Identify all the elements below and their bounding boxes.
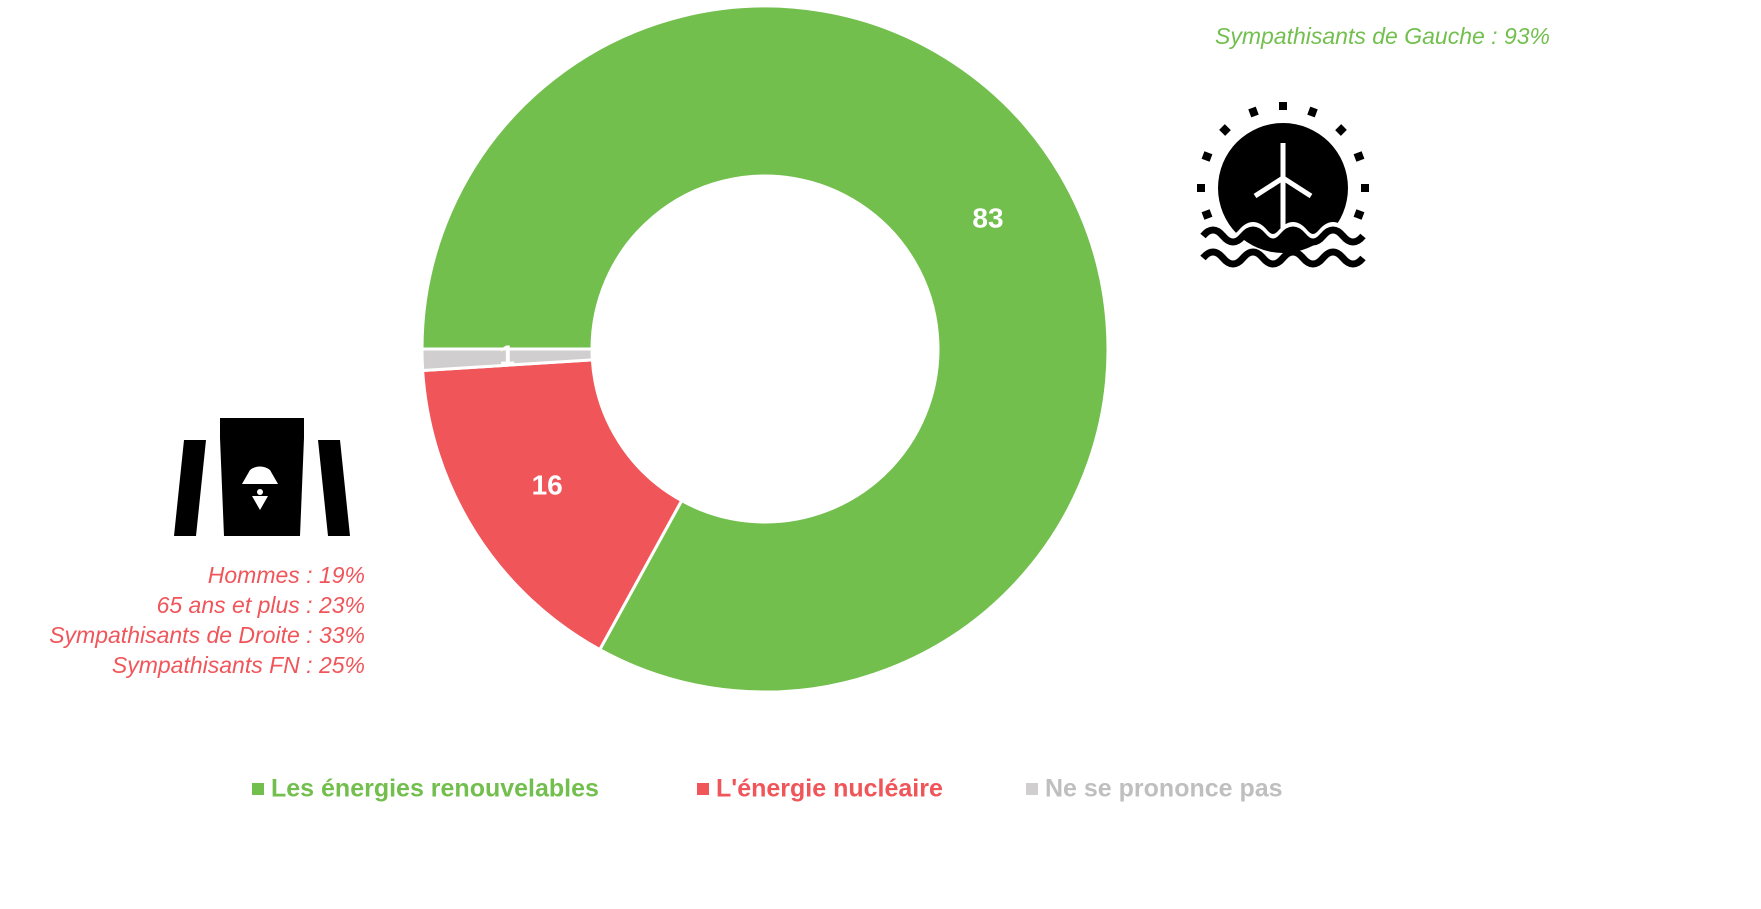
- legend-swatch: [697, 783, 709, 795]
- legend-swatch: [1026, 783, 1038, 795]
- data-label: 83: [972, 202, 1003, 233]
- donut-slice: [421, 358, 684, 652]
- annotation: 65 ans et plus : 23%: [157, 592, 365, 618]
- legend-label: Les énergies renouvelables: [271, 775, 599, 803]
- legend-label: L'énergie nucléaire: [716, 775, 943, 803]
- data-label: 1: [499, 339, 515, 370]
- data-label: 16: [532, 470, 563, 501]
- annotation: Hommes : 19%: [208, 562, 365, 588]
- nuclear-icon: [174, 418, 350, 536]
- wind-icon: [1197, 102, 1369, 268]
- legend-label: Ne se prononce pas: [1045, 775, 1283, 803]
- donut-slice: [420, 347, 594, 373]
- annotation: Sympathisants FN : 25%: [112, 652, 365, 678]
- annotation: Sympathisants de Droite : 33%: [49, 622, 365, 648]
- legend-swatch: [252, 783, 264, 795]
- donut-slice: [420, 4, 1110, 694]
- annotation: Sympathisants de Gauche : 93%: [1215, 23, 1550, 49]
